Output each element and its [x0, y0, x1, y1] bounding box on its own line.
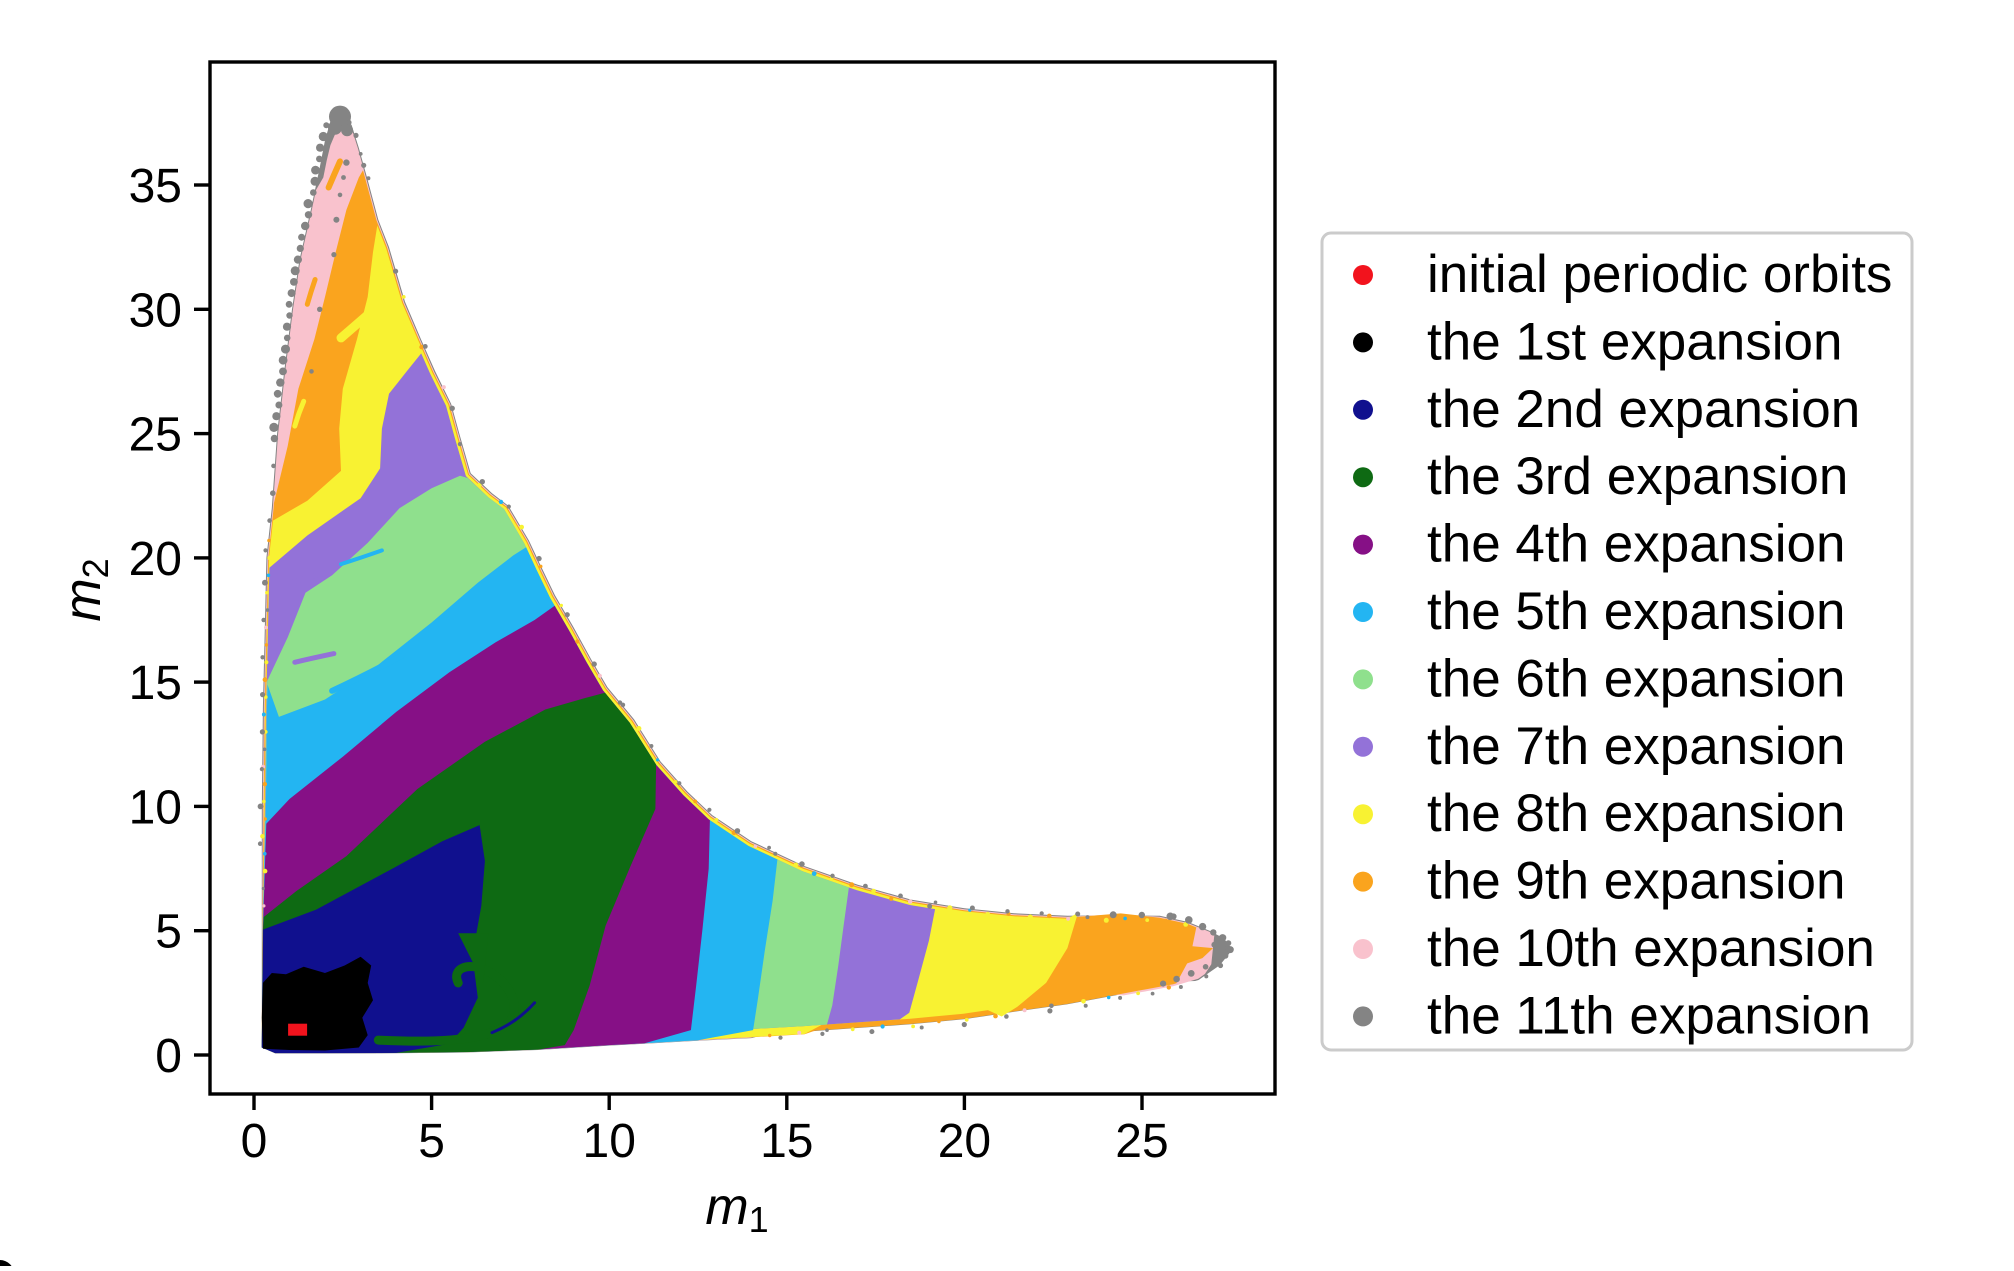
svg-text:the 1st expansion: the 1st expansion	[1427, 312, 1842, 371]
svg-text:the 11th expansion: the 11th expansion	[1427, 986, 1871, 1045]
svg-text:initial periodic orbits: initial periodic orbits	[1427, 245, 1892, 304]
svg-text:the 6th expansion: the 6th expansion	[1427, 649, 1845, 708]
svg-text:the 3rd expansion: the 3rd expansion	[1427, 447, 1848, 506]
svg-text:0: 0	[155, 1030, 182, 1083]
svg-text:5: 5	[155, 906, 182, 959]
svg-text:the 2nd expansion: the 2nd expansion	[1427, 380, 1860, 439]
svg-text:the 7th expansion: the 7th expansion	[1427, 717, 1845, 776]
svg-text:0: 0	[241, 1115, 268, 1168]
svg-text:30: 30	[129, 284, 182, 337]
svg-text:the 5th expansion: the 5th expansion	[1427, 582, 1845, 641]
svg-text:the 9th expansion: the 9th expansion	[1427, 852, 1845, 911]
svg-text:20: 20	[938, 1115, 991, 1168]
svg-text:10: 10	[129, 781, 182, 834]
svg-text:m2: m2	[54, 558, 116, 621]
svg-text:m1: m1	[705, 1178, 768, 1240]
svg-text:35: 35	[129, 160, 182, 213]
svg-text:25: 25	[1115, 1115, 1168, 1168]
svg-text:the 10th expansion: the 10th expansion	[1427, 919, 1875, 978]
svg-text:the 4th expansion: the 4th expansion	[1427, 515, 1845, 574]
svg-text:25: 25	[129, 409, 182, 462]
svg-text:the 8th expansion: the 8th expansion	[1427, 784, 1845, 843]
svg-text:5: 5	[418, 1115, 445, 1168]
svg-text:20: 20	[129, 533, 182, 586]
svg-text:15: 15	[760, 1115, 813, 1168]
svg-text:10: 10	[583, 1115, 636, 1168]
svg-text:15: 15	[129, 657, 182, 710]
